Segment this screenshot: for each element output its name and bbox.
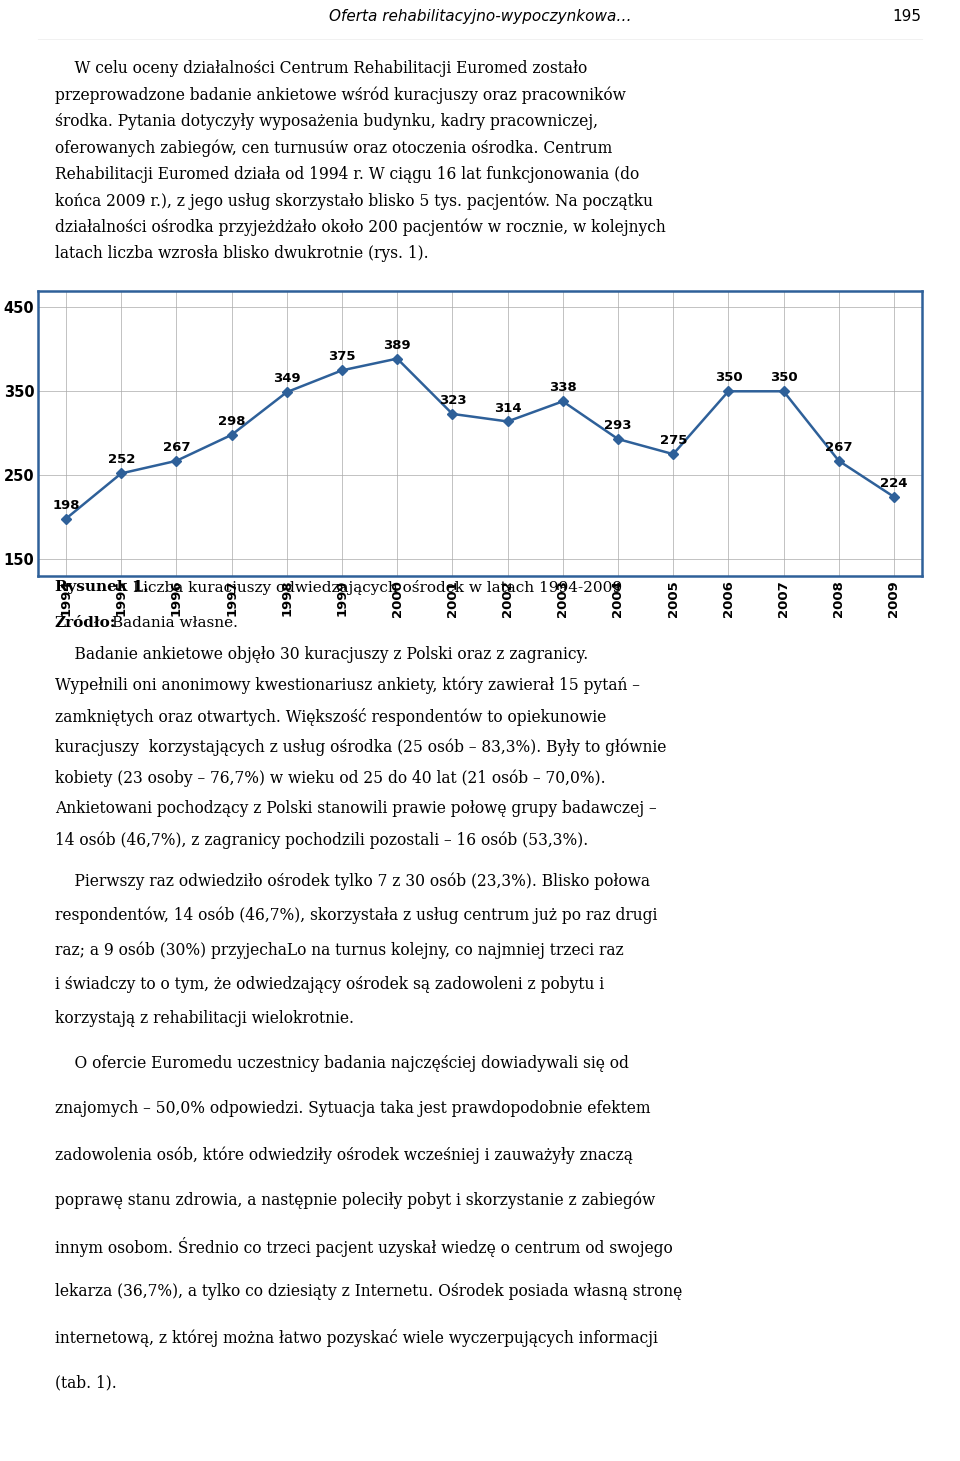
Text: raz; a 9 osób (30%) przyjechaLo na turnus kolejny, co najmniej trzeci raz: raz; a 9 osób (30%) przyjechaLo na turnu…	[55, 941, 623, 958]
Text: oferowanych zabiegów, cen turnusúw oraz otoczenia ośrodka. Centrum: oferowanych zabiegów, cen turnusúw oraz…	[55, 139, 612, 156]
Text: Wypełnili oni anonimowy kwestionariusz ankiety, który zawierał 15 pytań –: Wypełnili oni anonimowy kwestionariusz a…	[55, 676, 639, 694]
Text: Pierwszy raz odwiedziło ośrodek tylko 7 z 30 osób (23,3%). Blisko połowa: Pierwszy raz odwiedziło ośrodek tylko 7 …	[55, 872, 650, 890]
Text: lekarza (36,7%), a tylko co dziesiąty z Internetu. Ośrodek posiada własną stronę: lekarza (36,7%), a tylko co dziesiąty z …	[55, 1283, 682, 1300]
Text: korzystają z rehabilitacji wielokrotnie.: korzystają z rehabilitacji wielokrotnie.	[55, 1010, 353, 1027]
Text: 198: 198	[52, 498, 80, 511]
Text: O ofercie Euromedu uczestnicy badania najczęściej dowiadywali się od: O ofercie Euromedu uczestnicy badania na…	[55, 1055, 629, 1072]
Text: 323: 323	[439, 394, 467, 408]
Text: internetową, z której można łatwo pozyskać wiele wyczerpujących informacji: internetową, z której można łatwo pozysk…	[55, 1330, 658, 1347]
Text: 349: 349	[273, 373, 300, 386]
Text: latach liczba wzrosła blisko dwukrotnie (rys. 1).: latach liczba wzrosła blisko dwukrotnie …	[55, 245, 428, 263]
Text: działalności ośrodka przyjeżdżało około 200 pacjentów w rocznie, w kolejnych: działalności ośrodka przyjeżdżało około …	[55, 219, 665, 237]
Text: 338: 338	[549, 381, 577, 394]
Text: i świadczy to o tym, że odwiedzający ośrodek są zadowoleni z pobytu i: i świadczy to o tym, że odwiedzający ośr…	[55, 976, 604, 992]
Text: 267: 267	[825, 441, 852, 454]
Text: zamkniętych oraz otwartych. Większość respondentów to opiekunowie: zamkniętych oraz otwartych. Większość re…	[55, 707, 606, 726]
Text: końca 2009 r.), z jego usług skorzystało blisko 5 tys. pacjentów. Na początku: końca 2009 r.), z jego usług skorzystało…	[55, 193, 653, 210]
Text: Liczba kuracjuszy odwiedzających ośrodek w latach 1994-2009: Liczba kuracjuszy odwiedzających ośrodek…	[133, 580, 622, 595]
Text: 375: 375	[328, 351, 356, 364]
Text: Oferta rehabilitacyjno-wypoczynkowa…: Oferta rehabilitacyjno-wypoczynkowa…	[328, 9, 632, 23]
Text: W celu oceny działalności Centrum Rehabilitacji Euromed zostało: W celu oceny działalności Centrum Rehabi…	[55, 60, 587, 77]
Text: Badanie ankietowe objęło 30 kuracjuszy z Polski oraz z zagranicy.: Badanie ankietowe objęło 30 kuracjuszy z…	[55, 646, 588, 663]
Text: 350: 350	[714, 371, 742, 384]
Text: respondentów, 14 osób (46,7%), skorzystała z usług centrum już po raz drugi: respondentów, 14 osób (46,7%), skorzysta…	[55, 907, 657, 925]
Text: Ankietowani pochodzący z Polski stanowili prawie połowę grupy badawczej –: Ankietowani pochodzący z Polski stanowil…	[55, 801, 657, 817]
Text: innym osobom. Średnio co trzeci pacjent uzyskał wiedzę o centrum od swojego: innym osobom. Średnio co trzeci pacjent …	[55, 1237, 672, 1258]
Text: 275: 275	[660, 434, 687, 447]
Text: 195: 195	[893, 9, 922, 23]
Text: 389: 389	[383, 339, 411, 352]
Text: przeprowadzone badanie ankietowe wśród kuracjuszy oraz pracowników: przeprowadzone badanie ankietowe wśród k…	[55, 86, 626, 104]
Text: (tab. 1).: (tab. 1).	[55, 1375, 116, 1391]
Text: środka. Pytania dotyczyły wyposażenia budynku, kadry pracowniczej,: środka. Pytania dotyczyły wyposażenia bu…	[55, 112, 598, 130]
Text: Źródło:: Źródło:	[55, 617, 116, 630]
Text: 314: 314	[493, 402, 521, 415]
Text: 298: 298	[218, 415, 246, 428]
Text: kuracjuszy  korzystających z usług ośrodka (25 osób – 83,3%). Były to głównie: kuracjuszy korzystających z usług ośrodk…	[55, 738, 666, 755]
Text: kobiety (23 osoby – 76,7%) w wieku od 25 do 40 lat (21 osób – 70,0%).: kobiety (23 osoby – 76,7%) w wieku od 25…	[55, 770, 606, 787]
Text: 14 osób (46,7%), z zagranicy pochodzili pozostali – 16 osób (53,3%).: 14 osób (46,7%), z zagranicy pochodzili …	[55, 831, 588, 849]
Text: Rehabilitacji Euromed działa od 1994 r. W ciągu 16 lat funkcjonowania (do: Rehabilitacji Euromed działa od 1994 r. …	[55, 167, 639, 183]
Text: znajomych – 50,0% odpowiedzi. Sytuacja taka jest prawdopodobnie efektem: znajomych – 50,0% odpowiedzi. Sytuacja t…	[55, 1100, 650, 1118]
Text: 224: 224	[880, 476, 908, 489]
Text: poprawę stanu zdrowia, a następnie poleciły pobyt i skorzystanie z zabiegów: poprawę stanu zdrowia, a następnie polec…	[55, 1192, 655, 1210]
Text: Rysunek 1.: Rysunek 1.	[55, 580, 149, 595]
Text: 350: 350	[770, 371, 798, 384]
Text: Badania własne.: Badania własne.	[111, 617, 237, 630]
Text: 252: 252	[108, 453, 135, 466]
Text: 267: 267	[162, 441, 190, 454]
Text: 293: 293	[604, 419, 632, 432]
Text: zadowolenia osób, które odwiedziły ośrodek wcześniej i zauważyły znaczą: zadowolenia osób, które odwiedziły ośrod…	[55, 1145, 633, 1163]
